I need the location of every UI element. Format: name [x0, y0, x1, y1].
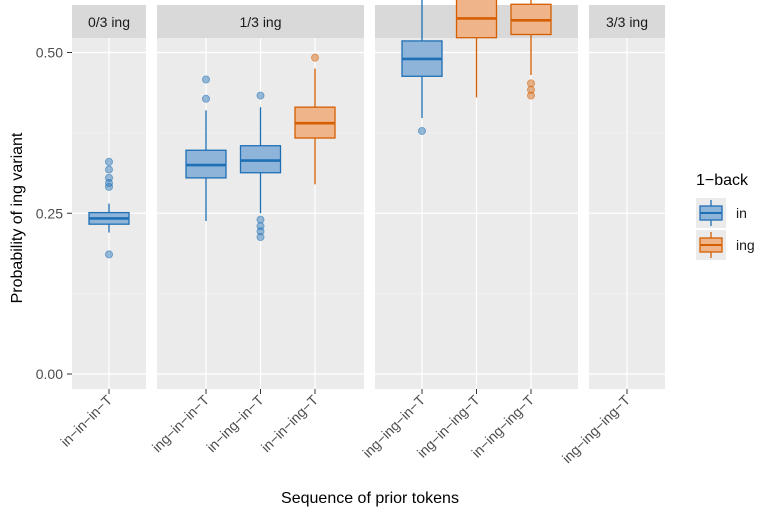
x-tick-label: ing−ing−ing−T	[559, 392, 634, 467]
x-tick-label: ing−in−in−T	[149, 391, 213, 455]
outlier-point	[527, 79, 536, 88]
box-in	[88, 157, 130, 259]
facet-strip	[157, 5, 364, 38]
outlier-point	[256, 91, 265, 100]
facet-strip-label: 3/3 ing	[606, 14, 648, 30]
facet-panel: 3/3 ing	[589, 5, 665, 389]
x-tick-label: in−ing−in−T	[203, 391, 267, 455]
y-axis-label: Probability of ing variant	[9, 132, 26, 303]
box-ing	[294, 53, 336, 185]
outlier-point	[256, 222, 265, 231]
outlier-point	[310, 53, 319, 62]
facet-strip	[72, 5, 146, 38]
box-ing	[510, 0, 552, 100]
outlier-point	[201, 75, 210, 84]
outlier-point	[105, 173, 114, 182]
outlier-point	[527, 85, 536, 94]
y-tick-label: 0.00	[36, 366, 63, 382]
outlier-point	[105, 157, 114, 166]
x-axis: in−in−in−T ing−in−in−Tin−ing−in−Tin−in−in…	[57, 389, 633, 466]
legend: 1−back in ing	[696, 172, 755, 260]
outlier-point	[527, 91, 536, 100]
x-tick-label: in−in−in−T	[57, 391, 115, 449]
x-tick-label: in−in−ing−T	[258, 391, 322, 455]
y-tick-label: 0.50	[36, 45, 63, 61]
facet-panel: 0/3 ing	[72, 5, 146, 389]
outlier-point	[105, 250, 114, 259]
legend-title: 1−back	[696, 172, 749, 189]
outlier-point	[256, 233, 265, 242]
y-tick-label: 0.25	[36, 205, 63, 221]
outlier-point	[201, 94, 210, 103]
box-in	[239, 91, 282, 242]
box-in	[185, 75, 227, 221]
facet-panel: 1/3 ing	[157, 5, 364, 389]
outlier-point	[256, 215, 265, 224]
x-axis-label: Sequence of prior tokens	[281, 490, 459, 507]
legend-key-in: in	[696, 198, 747, 228]
box-ing	[455, 0, 498, 98]
box-in	[401, 0, 443, 135]
facet-panels: 0/3 ing 1/3 ing 2/3 ing 3/3 ing	[72, 0, 665, 389]
facet-panel: 2/3 ing	[375, 0, 578, 389]
facet-strip-label: 0/3 ing	[88, 14, 130, 30]
outlier-point	[105, 165, 114, 174]
facet-strip	[589, 5, 665, 38]
legend-label: ing	[736, 237, 755, 253]
facet-strip-label: 1/3 ing	[239, 14, 281, 30]
outlier-point	[417, 126, 426, 135]
legend-key-ing: ing	[696, 230, 755, 260]
legend-label: in	[736, 205, 747, 221]
y-axis: 0.000.250.500.751.00	[36, 45, 72, 382]
